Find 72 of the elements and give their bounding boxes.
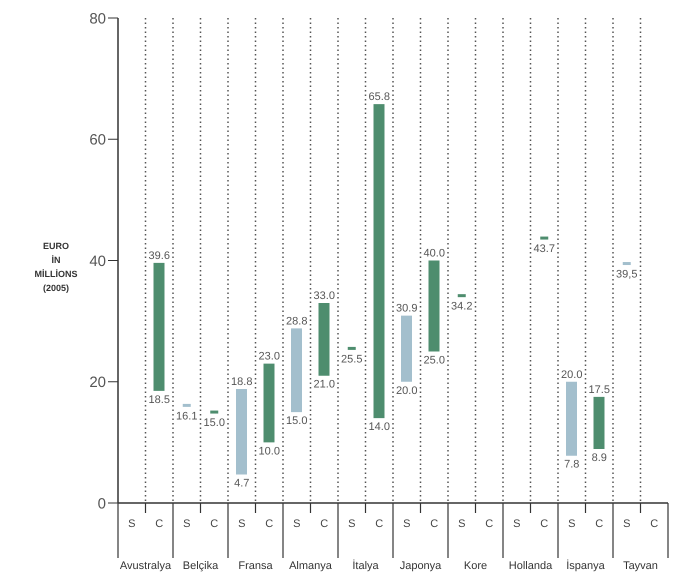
x-tick-label: İspanya [566, 559, 606, 572]
x-tick-label: İtalya [352, 559, 380, 572]
bar [154, 262, 164, 391]
text: S [183, 518, 190, 530]
annotation: 18.8 [231, 376, 252, 388]
annotation: 25.0 [424, 354, 445, 366]
bar [264, 364, 274, 442]
data-label: 43.7 [534, 243, 555, 256]
data-label: 34.2 [451, 300, 472, 313]
y-tick-label: 60 [89, 132, 106, 149]
y-tick-label: 40 [89, 252, 106, 270]
text: S [348, 518, 356, 530]
text: C [265, 518, 274, 530]
annotation: 28.8 [286, 315, 308, 328]
text: C [595, 518, 604, 530]
annotation: 8.9 [592, 452, 607, 464]
annotation: 21.0 [314, 378, 335, 391]
text: C [375, 518, 384, 530]
text: C [320, 518, 328, 530]
text: S [293, 518, 300, 530]
annotation: 23.0 [258, 350, 280, 363]
y-tick-label: 20 [89, 374, 106, 392]
text: C [210, 518, 218, 530]
annotation: 14.0 [368, 421, 390, 434]
x-tick-label: Kore [464, 560, 488, 572]
x-tick-label: Belçika [182, 560, 220, 572]
data-label: 25.5 [341, 353, 362, 366]
bar [594, 396, 604, 450]
annotation: 10.0 [258, 445, 280, 458]
text: S [568, 518, 576, 530]
text: S [128, 518, 136, 530]
annotation: 18.5 [148, 394, 170, 406]
bar [291, 328, 302, 412]
data-label: 39,5 [616, 268, 638, 281]
annotation: 40.0 [424, 248, 445, 260]
bar [374, 104, 384, 418]
data-label: 15.0 [204, 417, 225, 430]
annotation: 39.6 [148, 250, 170, 262]
text: S [403, 518, 410, 530]
y-axis-title: EURO İN MİLLİONS (2005) [34, 241, 78, 293]
x-tick-label: Tayvan [623, 560, 658, 572]
text: S [513, 518, 520, 530]
x-tick-label: Japonya [400, 560, 442, 572]
text: C [485, 518, 494, 530]
x-tick-label: Fransa [238, 560, 274, 572]
bar [318, 302, 330, 376]
text: C [650, 518, 658, 530]
x-tick-label: Almanya [289, 560, 333, 572]
x-tick-label: Avustralya [120, 560, 172, 572]
x-tick-label: Hollanda [508, 560, 554, 572]
text: S [238, 518, 246, 530]
text: S [623, 518, 630, 530]
data-label: 16.1 [176, 410, 198, 422]
bar [236, 389, 247, 475]
bar [428, 260, 440, 352]
annotation: 20.0 [561, 368, 582, 381]
bar [401, 316, 412, 382]
text: S [458, 518, 466, 530]
bar [566, 382, 577, 456]
annotation: 20.0 [396, 384, 418, 397]
annotation: 4.7 [234, 478, 250, 490]
annotation: 17.5 [588, 384, 610, 396]
annotation: 30.9 [396, 302, 418, 315]
text: C [540, 518, 548, 530]
text: C [155, 518, 164, 530]
y-tick-label: 0 [98, 495, 106, 512]
annotation: 33.0 [314, 290, 335, 302]
annotation: 15.0 [286, 415, 308, 428]
text: C [430, 518, 438, 530]
annotation: 65.8 [368, 91, 390, 104]
y-tick-label: 80 [89, 10, 106, 28]
annotation: 7.8 [564, 458, 580, 471]
